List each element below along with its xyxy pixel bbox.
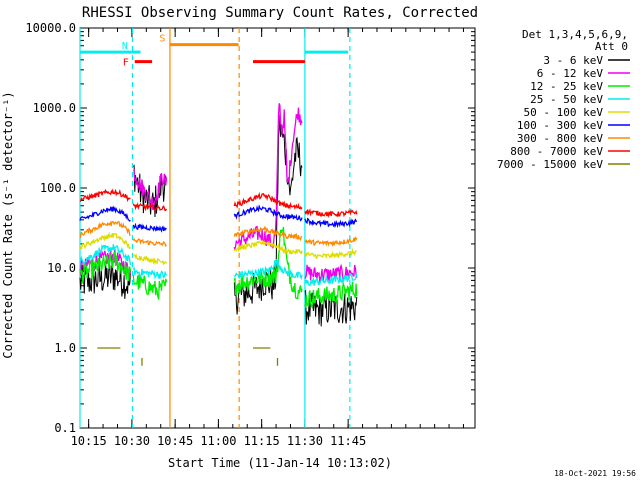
x-tick-label: 10:15 xyxy=(71,434,107,448)
series-line xyxy=(304,217,358,229)
series-line xyxy=(79,248,132,278)
series-line xyxy=(132,222,167,233)
series-line xyxy=(79,260,131,299)
count-rate-series xyxy=(79,103,358,366)
y-tick-label: 1000.0 xyxy=(33,101,76,115)
x-tick-label: 11:00 xyxy=(200,434,236,448)
y-axis-label: Corrected Count Rate (s⁻¹ detector⁻¹) xyxy=(1,91,15,358)
series-line xyxy=(79,251,132,284)
y-tick-label: 0.1 xyxy=(54,421,76,435)
legend-label: 6 - 12 keV xyxy=(537,67,604,80)
series-line xyxy=(304,236,358,247)
chart-title: RHESSI Observing Summary Count Rates, Co… xyxy=(82,5,478,21)
series-line xyxy=(79,205,131,222)
state-bar-label: F xyxy=(123,58,129,69)
x-axis: 10:15 10:30 10:45 11:00 11:15 11:30 11:45 xyxy=(71,28,464,448)
series-line xyxy=(79,244,132,266)
state-bar-label: N xyxy=(122,41,128,52)
series-line xyxy=(304,272,358,287)
x-tick-label: 10:30 xyxy=(114,434,150,448)
x-tick-label: 11:15 xyxy=(244,434,280,448)
y-tick-label: 10000.0 xyxy=(25,21,76,35)
legend-label: 3 - 6 keV xyxy=(543,54,603,67)
series-line xyxy=(132,253,168,266)
y-tick-label: 10.0 xyxy=(47,261,76,275)
series-line xyxy=(233,225,303,242)
series-line xyxy=(133,169,168,210)
y-tick-label: 1.0 xyxy=(54,341,76,355)
series-line xyxy=(132,164,167,218)
x-tick-label: 11:45 xyxy=(330,434,366,448)
series-line xyxy=(132,202,168,212)
legend-label: 50 - 100 keV xyxy=(524,106,604,119)
series-line xyxy=(304,208,358,219)
series-line xyxy=(132,274,168,300)
x-tick-label: 11:30 xyxy=(287,434,323,448)
legend-label: 25 - 50 keV xyxy=(530,93,603,106)
series-line xyxy=(304,281,358,309)
series-line xyxy=(132,237,167,247)
legend-title: Det 1,3,4,5,6,9, xyxy=(522,28,628,41)
instrument-state-bars: NF S xyxy=(80,34,349,69)
legend-label: 800 - 7000 keV xyxy=(510,145,603,158)
series-line xyxy=(79,220,131,239)
series-line xyxy=(233,103,303,251)
legend-label: 7000 - 15000 keV xyxy=(497,158,603,171)
series-line xyxy=(304,247,357,260)
series-line xyxy=(233,258,303,281)
legend-label: 100 - 300 keV xyxy=(517,119,603,132)
series-line xyxy=(132,266,168,280)
series-line xyxy=(233,204,303,222)
y-axis: 10000.0 1000.0 100.0 10.0 1.0 0.1 xyxy=(25,21,475,435)
series-line xyxy=(79,231,132,250)
timestamp: 18-Oct-2021 19:56 xyxy=(554,469,636,478)
x-axis-label: Start Time (11-Jan-14 10:13:02) xyxy=(168,456,392,470)
legend-title: Att 0 xyxy=(595,40,628,53)
series-line xyxy=(304,289,358,327)
series-line xyxy=(233,240,303,255)
instrument-state-lines xyxy=(79,28,351,428)
legend-label: 300 - 800 keV xyxy=(517,132,603,145)
series-line xyxy=(79,188,131,203)
series-line xyxy=(233,191,303,210)
y-tick-label: 100.0 xyxy=(40,181,76,195)
x-tick-label: 10:45 xyxy=(157,434,193,448)
series-line xyxy=(233,226,303,300)
state-bar-label: S xyxy=(159,34,165,45)
legend-label: 12 - 25 keV xyxy=(530,80,603,93)
